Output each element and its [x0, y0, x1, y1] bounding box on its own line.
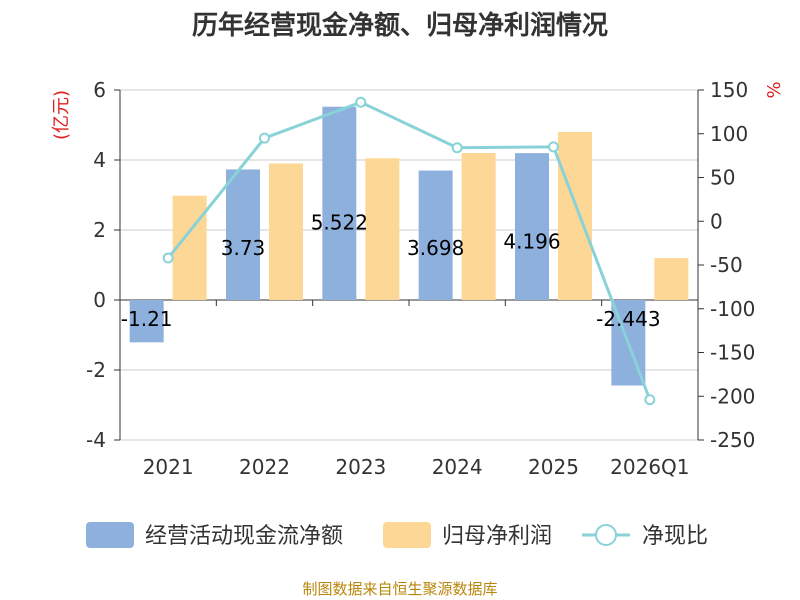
right-axis-unit: % — [764, 81, 785, 98]
right-tick-label: -200 — [710, 384, 755, 408]
bar-operating-cashflow[interactable] — [129, 300, 164, 343]
category-label: 2025 — [528, 455, 579, 479]
data-label: 3.73 — [221, 236, 266, 260]
legend-label-operating-cashflow[interactable]: 经营活动现金流净额 — [145, 524, 343, 549]
line-point[interactable] — [548, 141, 559, 153]
left-tick-label: 6 — [93, 78, 106, 102]
left-tick-label: 4 — [93, 148, 106, 172]
bar-net-profit[interactable] — [461, 153, 496, 300]
bar-net-profit[interactable] — [558, 132, 592, 300]
tick-labels: 6 4 2 0 -2 -4 150 100 50 0 -50 -100 -150 -200 -250 2021… — [86, 78, 755, 479]
left-tick-label: -4 — [86, 428, 106, 452]
left-axis-unit: (亿元) — [51, 90, 72, 140]
left-tick-label: 2 — [93, 218, 106, 242]
legend-swatch-net-profit[interactable] — [383, 522, 431, 548]
line-point[interactable] — [451, 142, 463, 154]
legend-label-cash-ratio[interactable]: 净现比 — [642, 524, 708, 549]
chart-title: 历年经营现金净额、归母净利润情况 — [192, 10, 608, 41]
right-tick-label: 100 — [710, 122, 748, 146]
legend-swatch-cash-ratio-marker[interactable] — [595, 524, 617, 546]
left-tick-label: -2 — [86, 358, 106, 382]
line-point[interactable] — [259, 132, 270, 144]
category-label: 2023 — [335, 455, 386, 479]
right-tick-label: -50 — [710, 253, 743, 277]
right-tick-label: 50 — [710, 166, 735, 190]
category-label: 2026Q1 — [610, 455, 689, 479]
bar-net-profit[interactable] — [365, 158, 400, 300]
line-point[interactable] — [162, 252, 174, 264]
right-tick-label: -100 — [710, 297, 755, 321]
bar-series — [129, 106, 689, 386]
bar-net-profit[interactable] — [172, 195, 207, 300]
bar-net-profit[interactable] — [269, 163, 303, 301]
data-label: 3.698 — [407, 236, 464, 260]
line-series — [162, 96, 656, 406]
left-tick-label: 0 — [93, 288, 106, 312]
category-label: 2021 — [143, 455, 194, 479]
right-tick-label: -150 — [710, 341, 755, 365]
legend-label-net-profit[interactable]: 归母净利润 — [442, 524, 552, 549]
right-tick-label: 0 — [710, 209, 723, 233]
right-tick-label: 150 — [710, 78, 748, 102]
bar-operating-cashflow[interactable] — [322, 106, 357, 300]
data-label: -1.21 — [121, 307, 173, 331]
gridlines — [120, 89, 698, 441]
legend[interactable]: 经营活动现金流净额 归母净利润 净现比 — [86, 522, 708, 549]
bar-net-profit[interactable] — [654, 258, 689, 300]
right-tick-label: -250 — [710, 428, 755, 452]
axes — [114, 89, 704, 441]
data-label: -2.443 — [596, 307, 660, 331]
line-cash-ratio — [166, 100, 652, 401]
line-point[interactable] — [355, 96, 367, 108]
data-labels: -1.21 3.73 5.522 3.698 4.196 -2.443 — [121, 211, 661, 331]
bar-operating-cashflow[interactable] — [515, 153, 549, 300]
bar-operating-cashflow[interactable] — [418, 170, 453, 300]
legend-swatch-operating-cashflow[interactable] — [86, 522, 134, 548]
bar-operating-cashflow[interactable] — [226, 169, 260, 300]
data-label: 4.196 — [503, 229, 560, 253]
category-label: 2022 — [239, 455, 290, 479]
line-point[interactable] — [644, 394, 656, 406]
category-label: 2024 — [432, 455, 483, 479]
data-label: 5.522 — [311, 211, 368, 235]
source-note: 制图数据来自恒生聚源数据库 — [302, 580, 497, 598]
